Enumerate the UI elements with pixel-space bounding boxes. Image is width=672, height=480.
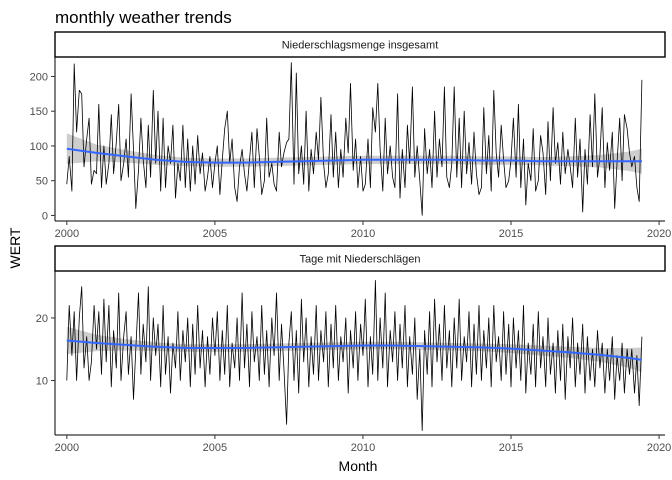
y-axis-title: WERT <box>7 227 23 268</box>
y-tick-label: 150 <box>30 106 48 118</box>
x-tick-label: 2010 <box>351 228 375 240</box>
x-tick-label: 2000 <box>55 442 79 454</box>
y-tick-label: 20 <box>36 313 48 325</box>
x-tick-label: 2015 <box>499 442 523 454</box>
raw-series-line <box>66 279 643 432</box>
facet-strip-label: Tage mit Niederschlägen <box>299 254 420 266</box>
x-tick-label: 2010 <box>351 442 375 454</box>
y-tick-label: 100 <box>30 141 48 153</box>
y-tick-label: 50 <box>36 176 48 188</box>
x-tick-label: 2005 <box>203 442 227 454</box>
x-tick-label: 2005 <box>203 228 227 240</box>
x-axis-title: Month <box>339 458 378 474</box>
panel-precipitation-days: Tage mit Niederschlägen 10 20 2000 2005 2010 2… <box>36 245 671 454</box>
x-tick-label: 2000 <box>55 228 79 240</box>
x-tick-label: 2020 <box>647 228 671 240</box>
facet-strip-label: Niederschlagsmenge insgesamt <box>282 40 439 52</box>
facet-strip <box>54 245 666 272</box>
x-tick-label: 2020 <box>647 442 671 454</box>
chart-title: monthly weather trends <box>55 8 232 27</box>
smooth-trend-line <box>66 339 643 361</box>
x-tick-label: 2015 <box>499 228 523 240</box>
facet-strip <box>54 31 666 58</box>
y-tick-label: 0 <box>42 210 48 222</box>
smooth-trend-line <box>66 147 642 164</box>
y-tick-label: 10 <box>36 376 48 388</box>
panel-precipitation-amount: Niederschlagsmenge insgesamt 0 50 100 150 200… <box>30 31 671 240</box>
y-tick-label: 200 <box>30 71 48 83</box>
raw-series-line <box>66 62 643 216</box>
